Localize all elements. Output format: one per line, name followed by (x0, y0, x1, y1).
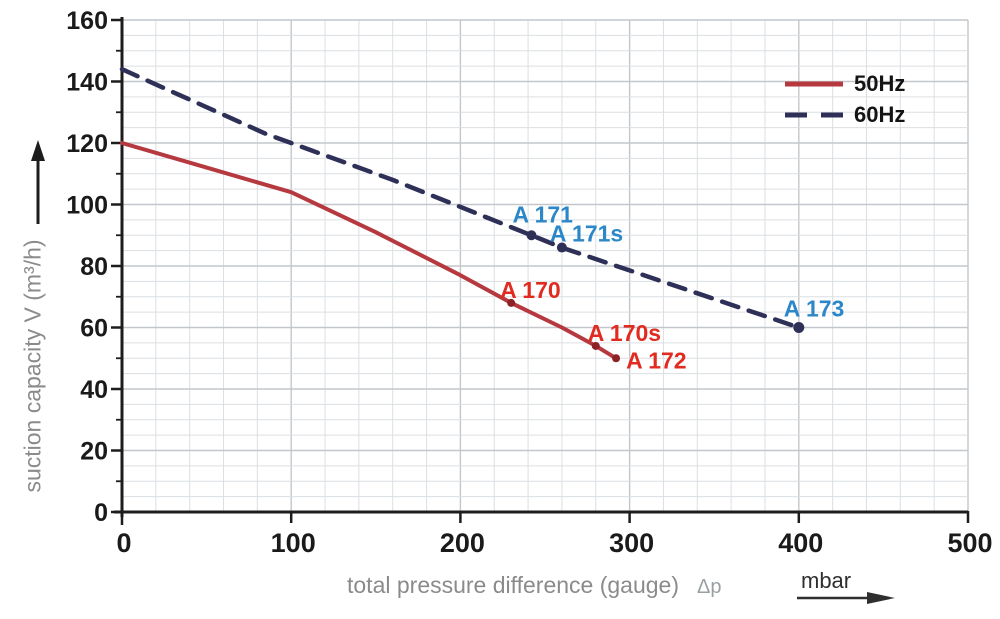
legend-label-60hz: 60Hz (854, 102, 906, 127)
x-axis-unit: mbar (801, 568, 852, 593)
x-tick-label: 300 (609, 528, 654, 558)
legend-line-dashed-icon (785, 112, 845, 117)
data-point-label: A 171 (512, 201, 573, 227)
y-axis-title: suction capacity V (m³/h) (19, 239, 46, 493)
y-tick-label: 0 (94, 499, 108, 527)
x-tick-label: 0 (116, 528, 131, 558)
y-axis-arrow-up-icon (31, 140, 45, 224)
x-tick-label: 100 (271, 528, 316, 558)
data-point-a-173 (793, 322, 805, 333)
data-point-label: A 170 (500, 277, 561, 303)
legend-item-60hz: 60Hz (783, 103, 905, 126)
data-point-a-170 (507, 298, 516, 307)
y-tick-label: 140 (66, 69, 108, 97)
data-point-label: A 172 (626, 347, 687, 373)
y-tick-label: 120 (66, 130, 108, 158)
data-point-label: A 173 (784, 296, 845, 322)
legend-item-50hz: 50Hz (783, 72, 905, 95)
legend-line-solid-icon (785, 81, 843, 86)
x-tick-label: 500 (947, 528, 992, 558)
y-tick-label: 20 (80, 438, 108, 466)
data-point-a-171s (556, 242, 567, 253)
y-tick-label: 60 (80, 315, 108, 343)
x-axis-title: total pressure difference (gauge) Δp (347, 572, 721, 599)
series-line-50hz (120, 141, 619, 361)
y-tick-label: 160 (66, 7, 108, 35)
x-tick-label: 200 (440, 528, 485, 558)
data-point-label: A 171s (550, 221, 623, 247)
x-tick-label: 400 (778, 528, 823, 558)
data-point-a-170s (591, 341, 600, 350)
x-axis-title-text: total pressure difference (gauge) (347, 572, 679, 598)
data-point-label: A 170s (588, 320, 661, 346)
x-axis-arrow-right-icon (797, 592, 895, 604)
y-tick-label: 100 (66, 192, 108, 220)
data-point-a-172 (612, 354, 621, 363)
data-point-a-171 (526, 230, 537, 241)
delta-p-symbol: Δp (697, 576, 722, 598)
legend: 50Hz 60Hz (783, 72, 905, 126)
series-line-60hz (119, 66, 802, 330)
legend-label-50hz: 50Hz (854, 71, 906, 96)
y-tick-label: 40 (80, 376, 108, 404)
y-tick-label: 80 (80, 253, 108, 281)
